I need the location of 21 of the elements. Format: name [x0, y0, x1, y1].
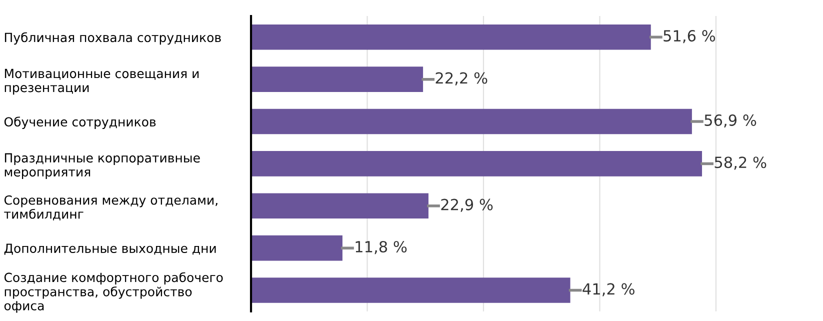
- data-label: 22,2 %: [436, 72, 488, 86]
- y-tick-label: Мотивационные совещания и презентации: [4, 68, 199, 95]
- y-tick-label: Праздничные корпоративные мероприятия: [4, 153, 200, 180]
- data-label: 11,8 %: [356, 240, 407, 254]
- y-tick-label: Публичная похвала сотрудников: [4, 32, 221, 45]
- bar: [251, 66, 424, 92]
- data-label: 41,2 %: [582, 283, 634, 296]
- y-tick-label: Дополнительные выходные дни: [4, 244, 216, 255]
- bar: [251, 108, 692, 134]
- bar: [251, 24, 651, 50]
- data-label: 58,2 %: [714, 156, 766, 170]
- data-label: 22,9 %: [441, 198, 493, 212]
- bar: [251, 235, 342, 261]
- y-tick-label: Создание комфортного рабочего пространства, обустройство офиса: [4, 272, 223, 313]
- y-tick-label: Обучение сотрудников: [4, 116, 156, 129]
- bar: [251, 151, 702, 176]
- data-label: 56,9 %: [704, 114, 756, 128]
- bar: [251, 193, 428, 219]
- data-label: 51,6 %: [664, 30, 716, 44]
- bar: [251, 278, 570, 303]
- y-tick-label: Соревнования между отделами, тимбилдинг: [4, 195, 218, 220]
